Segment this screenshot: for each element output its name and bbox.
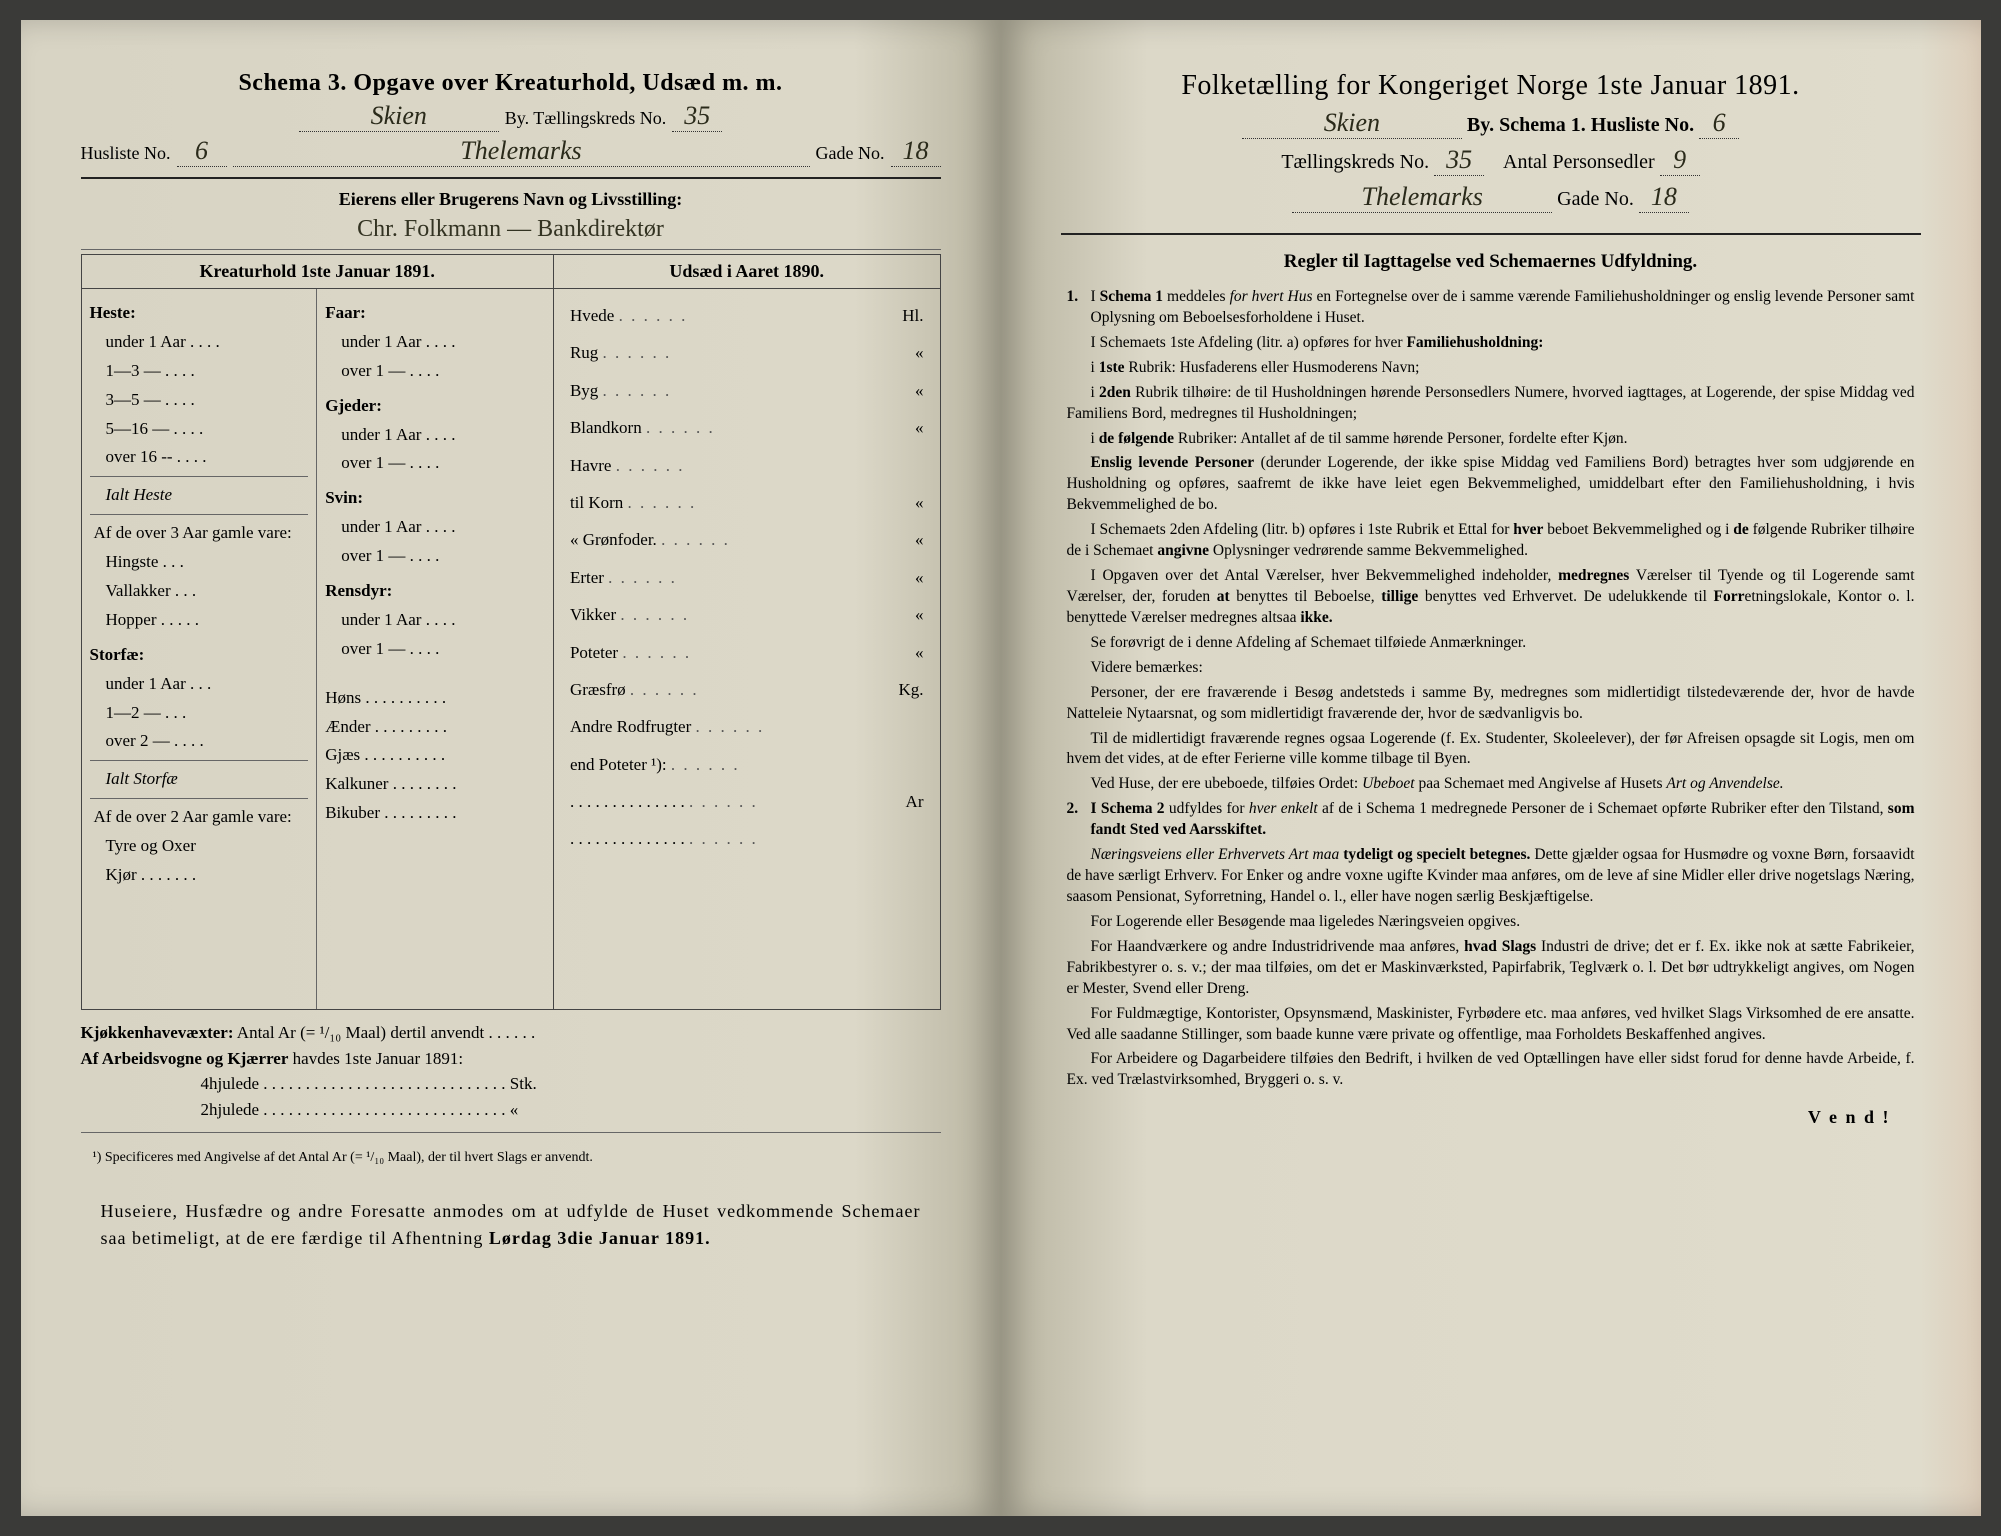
schema3-title: Schema 3. Opgave over Kreaturhold, Udsæd… [81, 70, 941, 97]
arbeids-label: Af Arbeidsvogne og Kjærrer [81, 1049, 289, 1068]
gade-no: 18 [891, 136, 941, 167]
vend-label: V e n d ! [1061, 1107, 1921, 1128]
arbeids-text: havdes 1ste Januar 1891: [293, 1049, 463, 1068]
wheel4-line: 4hjulede . . . . . . . . . . . . . . . .… [81, 1071, 941, 1097]
left-header: Schema 3. Opgave over Kreaturhold, Udsæd… [81, 70, 941, 167]
gade-no-r: 18 [1639, 182, 1689, 213]
livestock-grid: Heste:under 1 Aar . . . .1—3 — . . . .3—… [82, 289, 553, 1009]
footnote: ¹) Specificeres med Angivelse af det Ant… [81, 1147, 941, 1168]
col-header-livestock: Kreaturhold 1ste Januar 1891. [81, 255, 553, 289]
schema1-label: By. Schema 1. Husliste No. [1467, 114, 1694, 136]
husliste-label: Husliste No. [81, 143, 171, 164]
by-handwritten-r: Skien [1242, 108, 1462, 139]
by-handwritten: Skien [299, 101, 499, 132]
husliste-no-r: 6 [1699, 108, 1739, 139]
kjokken-label: Kjøkkenhavevæxter: [81, 1023, 234, 1042]
personsedler-label: Antal Personsedler [1503, 151, 1655, 173]
livestock-left-col: Heste:under 1 Aar . . . .1—3 — . . . .3—… [82, 289, 318, 1009]
right-header: Folketælling for Kongeriget Norge 1ste J… [1061, 70, 1921, 213]
left-page: Schema 3. Opgave over Kreaturhold, Udsæd… [21, 20, 1001, 1516]
book-spread: Schema 3. Opgave over Kreaturhold, Udsæd… [21, 20, 1981, 1516]
rules-body: 1.I Schema 1 meddeles for hvert Hus en F… [1061, 287, 1921, 1091]
right-page: Folketælling for Kongeriget Norge 1ste J… [1001, 20, 1981, 1516]
divider [1061, 233, 1921, 235]
rules-title: Regler til Iagttagelse ved Schemaernes U… [1061, 251, 1921, 273]
personsedler-no: 9 [1660, 145, 1700, 176]
owner-label: Eierens eller Brugerens Navn og Livsstil… [81, 189, 941, 210]
kreds-no-r: 35 [1434, 145, 1484, 176]
livestock-right-col: Faar:under 1 Aar . . . .over 1 — . . . .… [317, 289, 553, 1009]
gade-label-r: Gade No. [1557, 188, 1634, 210]
kreds-no: 35 [672, 101, 722, 132]
wheel2-line: 2hjulede . . . . . . . . . . . . . . . .… [81, 1097, 941, 1123]
seed-column: Hvede . . . . . .Hl.Rug . . . . . .«Byg … [560, 291, 934, 864]
kreds-label-r: Tællingskreds No. [1281, 151, 1429, 173]
divider [81, 1132, 941, 1133]
owner-handwritten: Chr. Folkmann — Bankdirektør [81, 216, 941, 243]
husliste-no: 6 [177, 136, 227, 167]
gade-label: Gade No. [816, 143, 885, 164]
kjokken-text: Antal Ar (= ¹/₁₀ Maal) dertil anvendt . … [237, 1023, 535, 1042]
divider [81, 177, 941, 179]
census-title: Folketælling for Kongeriget Norge 1ste J… [1061, 70, 1921, 102]
bottom-instruction: Huseiere, Husfædre og andre Foresatte an… [81, 1198, 941, 1252]
by-label: By. Tællingskreds No. [505, 108, 667, 129]
gade-hand-r: Thelemarks [1292, 182, 1552, 213]
gade-handwritten: Thelemarks [233, 136, 810, 167]
col-header-seed: Udsæd i Aaret 1890. [553, 255, 940, 289]
divider [81, 249, 941, 250]
livestock-table: Kreaturhold 1ste Januar 1891. Udsæd i Aa… [81, 254, 941, 1010]
below-table-section: Kjøkkenhavevæxter: Antal Ar (= ¹/₁₀ Maal… [81, 1020, 941, 1168]
